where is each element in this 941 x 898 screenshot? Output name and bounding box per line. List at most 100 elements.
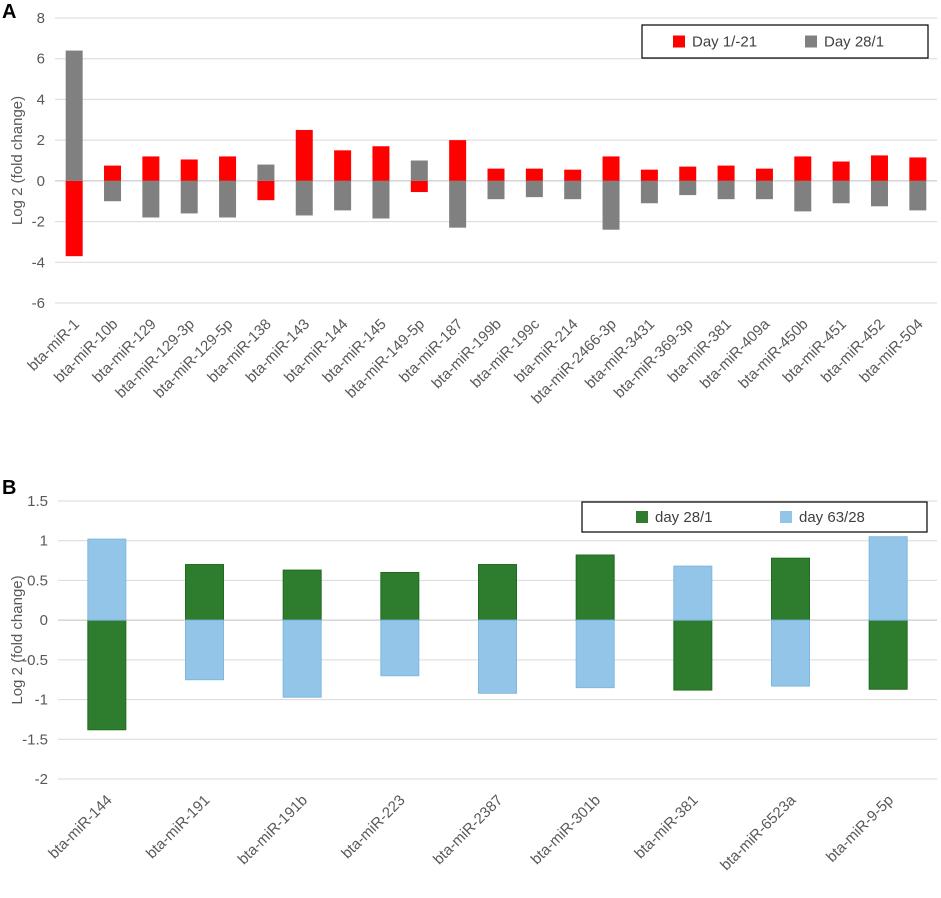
bar-series2: [564, 180, 582, 200]
legend-label: day 28/1: [655, 509, 713, 526]
x-tick-label: bta-miR-301b: [528, 792, 604, 868]
bar-series2: [219, 180, 237, 218]
bar-series2: [449, 180, 467, 228]
x-tick-label: bta-miR-9-5p: [823, 792, 897, 866]
y-axis-label: Log 2 (fold change): [9, 575, 26, 704]
bar-series2: [104, 180, 122, 202]
legend-box: [581, 501, 928, 533]
bar-series1: [87, 619, 127, 731]
bar-series1: [478, 564, 517, 621]
x-tick-label: bta-miR-191: [143, 792, 213, 862]
bar-series2: [575, 619, 615, 689]
bar-series1: [257, 180, 275, 201]
y-tick-label: 4: [37, 91, 45, 108]
bar-series2: [755, 180, 773, 200]
y-tick-label: 0.5: [27, 572, 48, 589]
bar-series2: [870, 180, 888, 207]
legend-box: [641, 24, 929, 59]
bar-series2: [180, 180, 198, 214]
bar-series2: [794, 180, 812, 212]
bar-series1: [794, 156, 812, 181]
bar-series1: [679, 166, 697, 181]
panel-letter-b: B: [2, 477, 16, 499]
bar-series1: [717, 165, 735, 181]
bar-series1: [180, 159, 198, 181]
bar-series2: [478, 619, 517, 694]
bar-series1: [282, 569, 322, 621]
y-tick-label: -1: [35, 692, 48, 709]
bar-series2: [295, 180, 313, 216]
bar-series2: [909, 180, 927, 211]
bar-series1: [673, 619, 713, 691]
bar-series2: [868, 536, 908, 621]
bar-series2: [372, 180, 390, 219]
x-tick-label: bta-miR-6523a: [717, 791, 800, 874]
bar-series1: [487, 168, 505, 181]
bar-series1: [65, 180, 83, 257]
legend-swatch: [636, 511, 648, 523]
bar-series2: [257, 164, 275, 181]
x-tick-label: bta-miR-2387: [430, 792, 506, 868]
panel-letter-a: A: [2, 1, 16, 23]
y-tick-label: 1.5: [27, 493, 48, 510]
legend-label: day 63/28: [799, 509, 865, 526]
y-tick-label: 8: [37, 10, 45, 27]
bar-series1: [525, 168, 543, 181]
bar-series2: [602, 180, 620, 230]
bar-series1: [640, 169, 658, 181]
bar-series1: [832, 161, 850, 181]
bar-series1: [449, 140, 467, 181]
bar-series2: [640, 180, 658, 204]
bar-series2: [487, 180, 505, 200]
y-tick-label: -0.5: [22, 652, 48, 669]
legend-swatch: [805, 35, 817, 48]
bar-series2: [142, 180, 160, 218]
x-tick-label: bta-miR-381: [631, 792, 701, 862]
y-tick-label: 2: [37, 132, 45, 149]
y-tick-label: -2: [35, 771, 48, 788]
y-tick-label: 1: [40, 533, 48, 550]
bar-series2: [334, 180, 352, 211]
x-tick-label: bta-miR-144: [45, 792, 115, 862]
y-tick-label: 0: [37, 173, 45, 190]
y-axis-label: Log 2 (fold change): [9, 96, 26, 225]
bar-series1: [755, 168, 773, 181]
bar-series1: [575, 554, 615, 621]
bar-series2: [525, 180, 543, 198]
bar-series1: [104, 165, 122, 181]
bar-series2: [673, 565, 713, 621]
bar-series1: [771, 557, 810, 621]
legend-swatch: [673, 35, 685, 48]
legend-label: Day 28/1: [824, 34, 884, 51]
bar-series2: [679, 180, 697, 196]
bar-series1: [868, 619, 908, 690]
y-tick-label: -1.5: [22, 731, 48, 748]
bar-series1: [185, 564, 224, 621]
bar-series1: [602, 156, 620, 181]
bar-series1: [295, 129, 313, 181]
bar-series1: [219, 156, 237, 181]
bar-series1: [380, 571, 420, 621]
legend-swatch: [780, 511, 792, 523]
bar-series2: [65, 50, 83, 181]
chart-b: -2 -1.5 -1 -0.5 0 0.5 1 1.5 Log 2 (fold change) b…: [9, 493, 937, 874]
bar-series2: [771, 619, 810, 687]
bar-series2: [185, 619, 224, 681]
y-tick-label: -6: [32, 295, 45, 312]
y-tick-label: -4: [32, 254, 45, 271]
bar-series1: [334, 150, 352, 181]
bar-series1: [372, 146, 390, 181]
x-tick-label: bta-miR-191b: [235, 792, 311, 868]
bar-series2: [717, 180, 735, 200]
bar-series1: [909, 157, 927, 181]
y-tick-label: -2: [32, 214, 45, 231]
bar-series1: [410, 180, 428, 193]
bar-series2: [282, 619, 322, 698]
bar-series2: [410, 160, 428, 181]
y-tick-label: 6: [37, 51, 45, 68]
bar-series2: [832, 180, 850, 204]
bar-series1: [142, 156, 160, 181]
bar-series2: [87, 538, 127, 621]
